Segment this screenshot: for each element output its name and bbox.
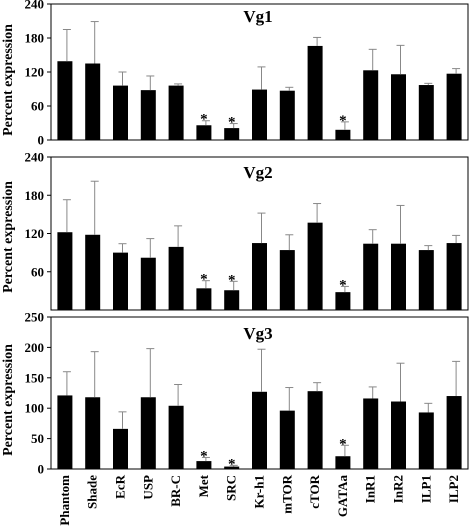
significance-star-vg3-met: * xyxy=(200,448,208,464)
bar-vg2-src xyxy=(224,290,240,310)
x-tick-label-mtor: mTOR xyxy=(279,474,294,513)
bar-vg1-ctor xyxy=(307,45,323,140)
bar-vg2-kr-h1 xyxy=(252,243,267,310)
bar-vg1-usp xyxy=(140,90,156,140)
y-axis-label-middle: Percent expression xyxy=(1,181,16,293)
bar-vg1-inr2 xyxy=(391,74,406,140)
bar-vg2-mtor xyxy=(279,250,295,310)
bar-vg2-met xyxy=(196,288,212,310)
bar-vg2-ctor xyxy=(307,222,323,310)
bar-vg1-phantom xyxy=(57,61,73,140)
bar-vg1-gataa xyxy=(335,129,351,140)
bar-vg3-met xyxy=(196,461,212,469)
bar-vg2-inr2 xyxy=(391,243,406,310)
bar-vg3-mtor xyxy=(279,410,295,469)
bar-vg2-br-c xyxy=(168,246,184,310)
bar-vg1-br-c xyxy=(168,85,184,140)
bar-vg2-inr1 xyxy=(363,243,379,310)
y-tick-label-vg2-180: 180 xyxy=(25,188,45,203)
bar-vg3-shade xyxy=(85,397,101,469)
bar-vg3-ilp1 xyxy=(418,412,434,469)
y-tick-label-vg1-240: 240 xyxy=(25,0,45,12)
x-tick-label-kr-h1: Kr-h1 xyxy=(252,475,267,508)
significance-star-vg2-met: * xyxy=(200,272,208,288)
bar-vg3-gataa xyxy=(335,456,351,469)
bar-vg2-phantom xyxy=(57,232,73,310)
bar-vg1-mtor xyxy=(279,90,295,140)
y-tick-label-vg3-250: 250 xyxy=(25,310,45,325)
y-axis-label-bottom: Percent expression xyxy=(1,344,16,456)
bar-vg2-ecr xyxy=(113,252,128,310)
y-tick-label-vg3-200: 200 xyxy=(25,340,45,355)
bar-vg2-ilp2 xyxy=(446,243,462,310)
x-tick-label-ctor: cTOR xyxy=(307,474,322,508)
y-tick-label-vg3-50: 50 xyxy=(31,431,44,446)
bar-vg2-shade xyxy=(85,234,101,310)
significance-star-vg1-src: * xyxy=(228,115,236,131)
y-tick-label-vg1-60: 60 xyxy=(31,99,44,114)
bar-vg3-ctor xyxy=(307,391,323,469)
significance-star-vg2-gataa: * xyxy=(339,277,347,293)
panel-title-vg3: Vg3 xyxy=(243,324,272,343)
bar-vg3-phantom xyxy=(57,395,73,469)
bar-vg3-kr-h1 xyxy=(252,391,267,469)
y-tick-label-vg1-120: 120 xyxy=(25,65,45,80)
bar-vg1-inr1 xyxy=(363,70,379,140)
y-tick-label-vg2-120: 120 xyxy=(25,226,45,241)
y-tick-label-vg1-0: 0 xyxy=(38,133,45,148)
significance-star-vg1-met: * xyxy=(200,112,208,128)
x-tick-label-src: SRC xyxy=(224,475,239,501)
y-axis-label-top: Percent expression xyxy=(1,24,16,136)
bar-vg1-kr-h1 xyxy=(252,89,267,140)
bar-vg3-usp xyxy=(140,397,156,469)
x-tick-label-gataa: GATAa xyxy=(335,475,350,518)
y-tick-label-vg2-60: 60 xyxy=(31,264,44,279)
x-tick-label-usp: USP xyxy=(140,475,155,500)
bar-vg1-shade xyxy=(85,63,101,140)
significance-star-vg3-src: * xyxy=(228,456,236,472)
y-tick-label-vg1-180: 180 xyxy=(25,31,45,46)
y-tick-label-vg3-0: 0 xyxy=(38,462,45,477)
significance-star-vg3-gataa: * xyxy=(339,436,347,452)
y-tick-label-vg3-150: 150 xyxy=(25,370,45,385)
bar-vg1-src xyxy=(224,128,240,140)
significance-star-vg2-src: * xyxy=(228,272,236,288)
bar-vg3-src xyxy=(224,466,240,469)
x-tick-label-met: Met xyxy=(196,474,211,497)
x-tick-label-br-c: BR-C xyxy=(168,475,183,507)
bar-vg3-inr1 xyxy=(363,398,379,469)
x-tick-label-phantom: Phantom xyxy=(57,475,72,526)
x-tick-label-ecr: EcR xyxy=(113,474,128,498)
panel-title-vg1: Vg1 xyxy=(243,7,272,26)
bar-vg3-ilp2 xyxy=(446,396,462,469)
bar-vg1-ilp2 xyxy=(446,73,462,140)
x-tick-label-ilp2: ILP2 xyxy=(446,475,461,503)
bar-vg1-ecr xyxy=(113,85,128,140)
bar-vg2-usp xyxy=(140,257,156,310)
y-tick-label-vg3-100: 100 xyxy=(25,401,45,416)
bar-vg2-gataa xyxy=(335,292,351,310)
bar-vg3-inr2 xyxy=(391,401,406,469)
x-tick-label-inr2: InR2 xyxy=(391,475,406,503)
x-tick-label-ilp1: ILP1 xyxy=(418,475,433,503)
x-tick-label-shade: Shade xyxy=(85,475,100,509)
bar-vg1-ilp1 xyxy=(418,85,434,140)
x-tick-label-inr1: InR1 xyxy=(363,475,378,503)
panel-title-vg2: Vg2 xyxy=(243,163,272,182)
y-tick-label-vg2-240: 240 xyxy=(25,150,45,165)
bar-vg1-met xyxy=(196,125,212,140)
bar-vg3-ecr xyxy=(113,428,128,469)
bar-vg2-ilp1 xyxy=(418,250,434,310)
bar-vg3-br-c xyxy=(168,405,184,469)
significance-star-vg1-gataa: * xyxy=(339,113,347,129)
